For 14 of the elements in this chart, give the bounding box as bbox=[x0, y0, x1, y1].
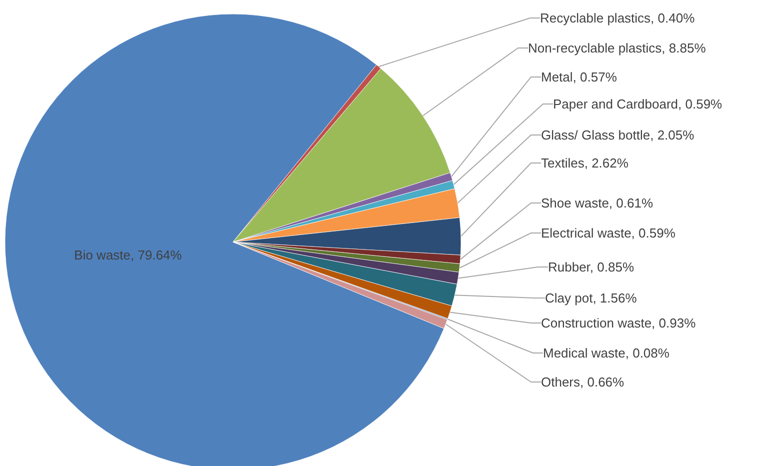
slice-label: Recyclable plastics, 0.40% bbox=[540, 10, 696, 26]
slice-label: Shoe waste, 0.61% bbox=[541, 196, 654, 210]
slice-label: Construction waste, 0.93% bbox=[541, 316, 696, 330]
slice-label: Metal, 0.57% bbox=[541, 70, 618, 84]
slice-label: Rubber, 0.85% bbox=[548, 260, 634, 274]
slice-label: Electrical waste, 0.59% bbox=[541, 226, 676, 240]
slice-label: Glass/ Glass bottle, 2.05% bbox=[541, 128, 695, 142]
slice-label: Clay pot, 1.56% bbox=[545, 290, 638, 306]
slice-label: Non-recyclable plastics, 8.85% bbox=[528, 40, 706, 56]
slice-label: Textiles, 2.62% bbox=[541, 156, 629, 170]
slice-label: Paper and Cardboard, 0.59% bbox=[553, 96, 723, 112]
slice-label: Bio waste, 79.64% bbox=[74, 248, 182, 262]
slice-label: Medical waste, 0.08% bbox=[543, 346, 670, 360]
slice-label: Others, 0.66% bbox=[541, 374, 625, 390]
